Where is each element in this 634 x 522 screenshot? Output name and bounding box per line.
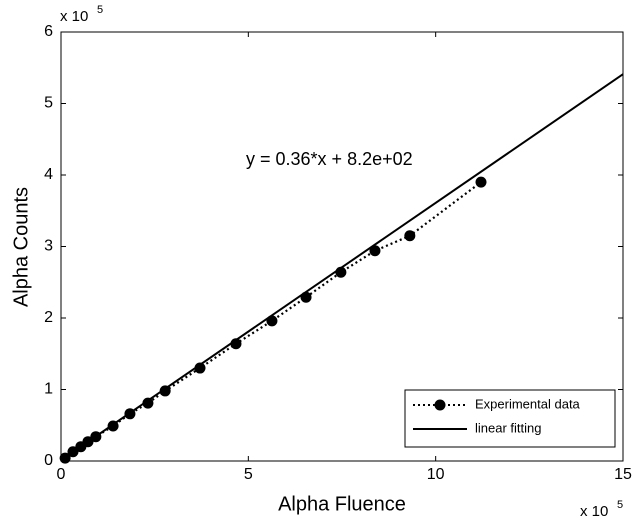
y-tick-label: 6 — [44, 23, 53, 40]
data-point — [159, 385, 171, 397]
data-point — [369, 245, 381, 257]
annotation: y = 0.36*x + 8.2e+02 — [246, 149, 413, 169]
series-line — [60, 73, 624, 462]
data-point — [194, 362, 206, 374]
y-tick-label: 4 — [44, 166, 53, 183]
y-tick-label: 1 — [44, 381, 53, 398]
x-tick-label: 15 — [614, 466, 632, 483]
y-tick-label: 0 — [44, 452, 53, 469]
y-tick-label: 5 — [44, 95, 53, 112]
x-tick-label: 10 — [427, 466, 445, 483]
data-point — [142, 397, 154, 409]
x-axis-label: Alpha Fluence — [278, 493, 406, 515]
x-tick-label: 0 — [57, 466, 66, 483]
y-exponent-power: 5 — [97, 4, 103, 16]
y-tick-label: 3 — [44, 238, 53, 255]
data-point — [475, 176, 487, 188]
x-exponent-power: 5 — [617, 499, 623, 511]
y-axis-label: Alpha Counts — [10, 187, 32, 307]
y-exponent: x 10 — [60, 8, 88, 25]
x-exponent: x 10 — [580, 503, 608, 520]
legend-label: linear fitting — [475, 420, 541, 435]
y-tick-label: 2 — [44, 309, 53, 326]
legend-marker — [434, 399, 446, 411]
data-point — [404, 230, 416, 242]
legend-label: Experimental data — [475, 396, 581, 411]
x-tick-label: 5 — [244, 466, 253, 483]
